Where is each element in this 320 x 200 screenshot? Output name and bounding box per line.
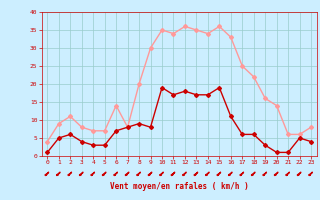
X-axis label: Vent moyen/en rafales ( km/h ): Vent moyen/en rafales ( km/h ) [110,182,249,191]
